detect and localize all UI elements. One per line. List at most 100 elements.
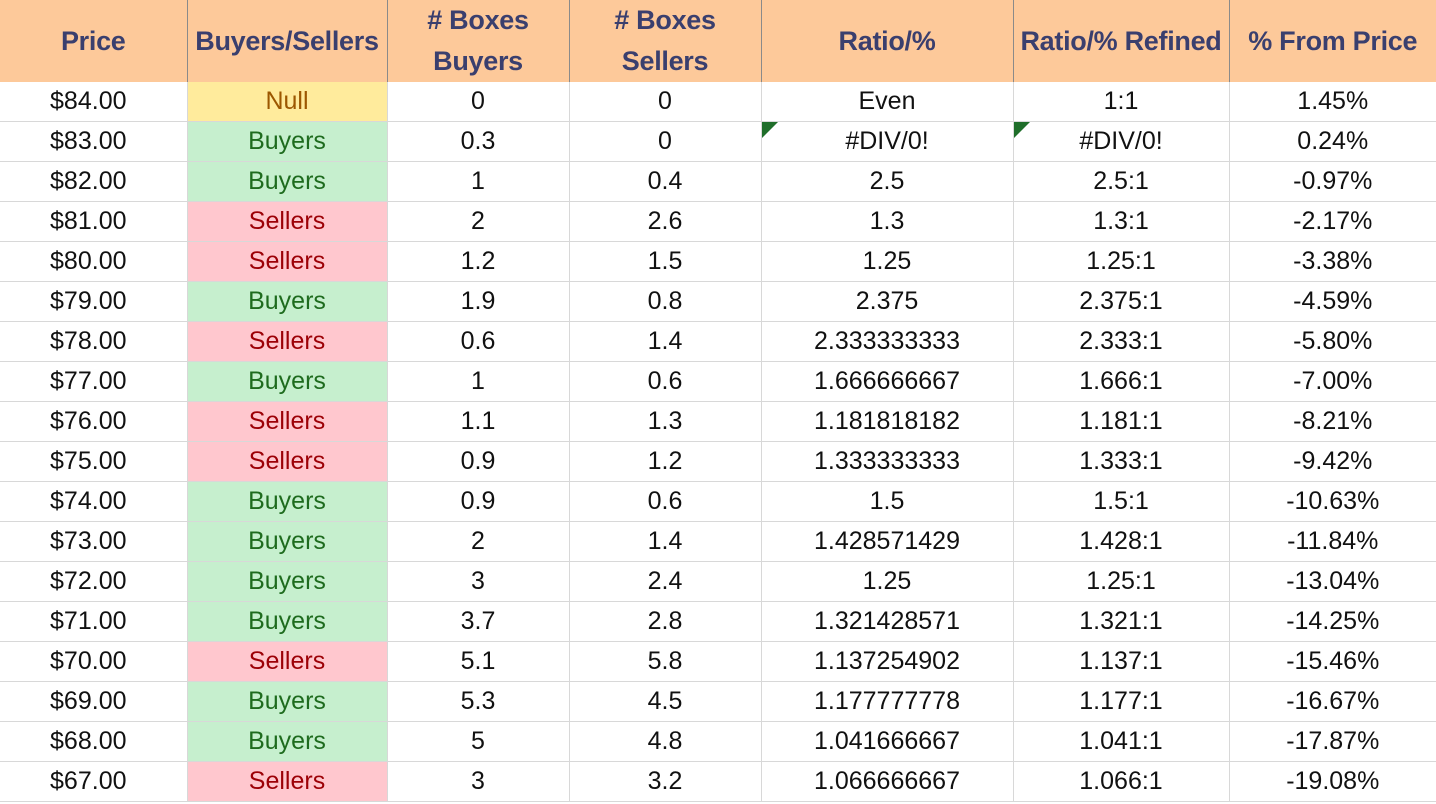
price-cell[interactable]: $73.00 — [0, 521, 188, 562]
ratio-cell[interactable]: 1.333333333 — [761, 441, 1014, 482]
pct-from-price-cell[interactable]: -4.59% — [1229, 281, 1436, 322]
header-pct-from-price[interactable]: % From Price — [1229, 0, 1436, 82]
ratio-refined-cell[interactable]: 1.25:1 — [1013, 561, 1230, 602]
ratio-refined-cell[interactable]: 1.333:1 — [1013, 441, 1230, 482]
boxes-sellers-cell[interactable]: 0.6 — [569, 481, 762, 522]
side-cell[interactable]: Buyers — [187, 281, 388, 322]
price-cell[interactable]: $76.00 — [0, 401, 188, 442]
boxes-sellers-cell[interactable]: 0.4 — [569, 161, 762, 202]
ratio-refined-cell[interactable]: 2.333:1 — [1013, 321, 1230, 362]
ratio-cell[interactable]: 1.177777778 — [761, 681, 1014, 722]
side-cell[interactable]: Sellers — [187, 441, 388, 482]
ratio-refined-cell[interactable]: 1.137:1 — [1013, 641, 1230, 682]
side-cell[interactable]: Buyers — [187, 121, 388, 162]
ratio-cell[interactable]: 1.321428571 — [761, 601, 1014, 642]
ratio-cell[interactable]: Even — [761, 82, 1014, 122]
price-cell[interactable]: $68.00 — [0, 721, 188, 762]
pct-from-price-cell[interactable]: -2.17% — [1229, 201, 1436, 242]
ratio-refined-cell[interactable]: 1.25:1 — [1013, 241, 1230, 282]
price-cell[interactable]: $78.00 — [0, 321, 188, 362]
pct-from-price-cell[interactable]: -16.67% — [1229, 681, 1436, 722]
ratio-refined-cell[interactable]: 1.041:1 — [1013, 721, 1230, 762]
boxes-sellers-cell[interactable]: 0.6 — [569, 361, 762, 402]
boxes-buyers-cell[interactable]: 1 — [387, 361, 570, 402]
boxes-buyers-cell[interactable]: 3.7 — [387, 601, 570, 642]
header-boxes-sellers[interactable]: # Boxes Sellers — [569, 0, 762, 82]
ratio-cell[interactable]: 1.3 — [761, 201, 1014, 242]
pct-from-price-cell[interactable]: -15.46% — [1229, 641, 1436, 682]
price-cell[interactable]: $79.00 — [0, 281, 188, 322]
boxes-buyers-cell[interactable]: 2 — [387, 201, 570, 242]
price-cell[interactable]: $82.00 — [0, 161, 188, 202]
boxes-sellers-cell[interactable]: 0.8 — [569, 281, 762, 322]
ratio-refined-cell[interactable]: 2.5:1 — [1013, 161, 1230, 202]
side-cell[interactable]: Sellers — [187, 241, 388, 282]
boxes-buyers-cell[interactable]: 0.3 — [387, 121, 570, 162]
boxes-sellers-cell[interactable]: 2.4 — [569, 561, 762, 602]
boxes-sellers-cell[interactable]: 1.4 — [569, 321, 762, 362]
price-cell[interactable]: $74.00 — [0, 481, 188, 522]
pct-from-price-cell[interactable]: -14.25% — [1229, 601, 1436, 642]
pct-from-price-cell[interactable]: -17.87% — [1229, 721, 1436, 762]
ratio-cell[interactable]: 2.333333333 — [761, 321, 1014, 362]
header-ratio[interactable]: Ratio/% — [761, 0, 1014, 82]
boxes-buyers-cell[interactable]: 1 — [387, 161, 570, 202]
ratio-cell[interactable]: 2.375 — [761, 281, 1014, 322]
boxes-buyers-cell[interactable]: 0.9 — [387, 481, 570, 522]
boxes-sellers-cell[interactable]: 1.2 — [569, 441, 762, 482]
boxes-buyers-cell[interactable]: 5 — [387, 721, 570, 762]
ratio-cell[interactable]: 1.25 — [761, 561, 1014, 602]
boxes-sellers-cell[interactable]: 5.8 — [569, 641, 762, 682]
side-cell[interactable]: Buyers — [187, 721, 388, 762]
ratio-refined-cell[interactable]: 1.181:1 — [1013, 401, 1230, 442]
pct-from-price-cell[interactable]: 0.24% — [1229, 121, 1436, 162]
side-cell[interactable]: Sellers — [187, 761, 388, 802]
pct-from-price-cell[interactable]: -0.97% — [1229, 161, 1436, 202]
boxes-sellers-cell[interactable]: 4.8 — [569, 721, 762, 762]
ratio-cell[interactable]: 2.5 — [761, 161, 1014, 202]
header-price[interactable]: Price — [0, 0, 188, 82]
ratio-refined-cell[interactable]: #DIV/0! — [1013, 121, 1230, 162]
side-cell[interactable]: Buyers — [187, 361, 388, 402]
side-cell[interactable]: Buyers — [187, 601, 388, 642]
price-cell[interactable]: $84.00 — [0, 82, 188, 122]
side-cell[interactable]: Buyers — [187, 681, 388, 722]
boxes-sellers-cell[interactable]: 4.5 — [569, 681, 762, 722]
boxes-buyers-cell[interactable]: 1.2 — [387, 241, 570, 282]
price-cell[interactable]: $75.00 — [0, 441, 188, 482]
boxes-buyers-cell[interactable]: 0 — [387, 82, 570, 122]
boxes-buyers-cell[interactable]: 0.6 — [387, 321, 570, 362]
boxes-buyers-cell[interactable]: 3 — [387, 561, 570, 602]
ratio-cell[interactable]: 1.666666667 — [761, 361, 1014, 402]
boxes-sellers-cell[interactable]: 0 — [569, 82, 762, 122]
ratio-refined-cell[interactable]: 1.666:1 — [1013, 361, 1230, 402]
pct-from-price-cell[interactable]: -5.80% — [1229, 321, 1436, 362]
ratio-refined-cell[interactable]: 1:1 — [1013, 82, 1230, 122]
side-cell[interactable]: Buyers — [187, 481, 388, 522]
ratio-cell[interactable]: 1.137254902 — [761, 641, 1014, 682]
pct-from-price-cell[interactable]: -10.63% — [1229, 481, 1436, 522]
price-cell[interactable]: $77.00 — [0, 361, 188, 402]
ratio-cell[interactable]: 1.5 — [761, 481, 1014, 522]
boxes-buyers-cell[interactable]: 3 — [387, 761, 570, 802]
boxes-buyers-cell[interactable]: 1.1 — [387, 401, 570, 442]
ratio-cell[interactable]: 1.041666667 — [761, 721, 1014, 762]
boxes-sellers-cell[interactable]: 0 — [569, 121, 762, 162]
pct-from-price-cell[interactable]: -8.21% — [1229, 401, 1436, 442]
side-cell[interactable]: Null — [187, 82, 388, 122]
ratio-cell[interactable]: 1.181818182 — [761, 401, 1014, 442]
side-cell[interactable]: Sellers — [187, 401, 388, 442]
side-cell[interactable]: Buyers — [187, 561, 388, 602]
price-cell[interactable]: $69.00 — [0, 681, 188, 722]
ratio-cell[interactable]: #DIV/0! — [761, 121, 1014, 162]
boxes-sellers-cell[interactable]: 3.2 — [569, 761, 762, 802]
pct-from-price-cell[interactable]: -3.38% — [1229, 241, 1436, 282]
side-cell[interactable]: Sellers — [187, 201, 388, 242]
header-boxes-buyers[interactable]: # Boxes Buyers — [387, 0, 570, 82]
ratio-refined-cell[interactable]: 1.3:1 — [1013, 201, 1230, 242]
header-buyers-sellers[interactable]: Buyers/Sellers — [187, 0, 388, 82]
price-cell[interactable]: $81.00 — [0, 201, 188, 242]
price-cell[interactable]: $72.00 — [0, 561, 188, 602]
price-cell[interactable]: $71.00 — [0, 601, 188, 642]
ratio-refined-cell[interactable]: 2.375:1 — [1013, 281, 1230, 322]
